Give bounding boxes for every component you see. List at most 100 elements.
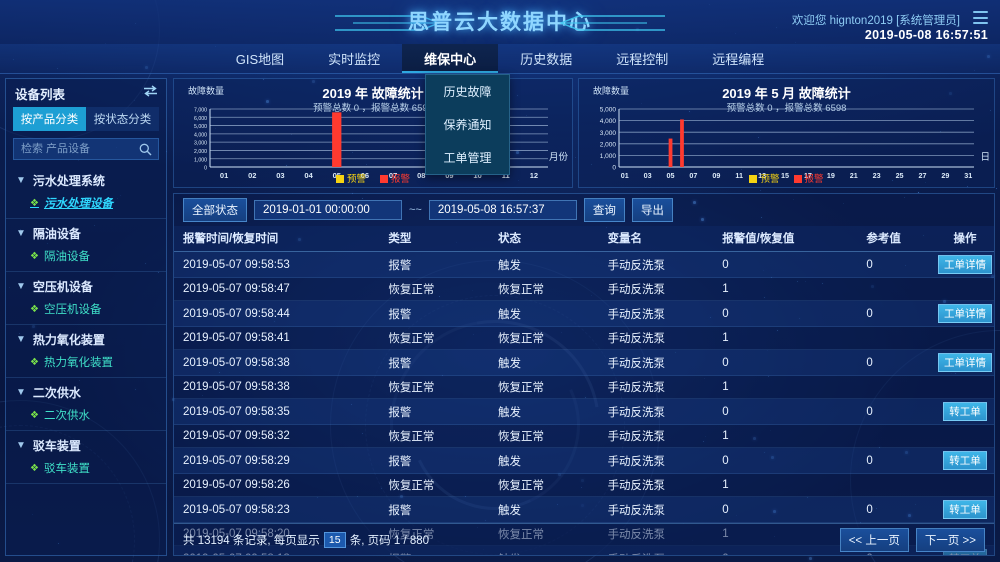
tree-parent-label: 驳车装置 [32,439,81,453]
chevron-down-icon: ▼ [16,333,26,345]
tree-child-4[interactable]: ❖ 二次供水 [6,405,166,430]
table-header-0: 报警时间/恢复时间 [174,226,389,252]
table-header-2: 状态 [497,226,608,252]
alarm-value: 0 [722,398,867,425]
table-header-row: 报警时间/恢复时间 类型 状态 变量名 报警值/恢复值 参考值 操作 [174,226,994,252]
row-action-cell [935,277,994,301]
app-header: 思普云大数据中心 欢迎您 hignton2019 [系统管理员] 2019-05… [0,0,1000,44]
create-work-order-button[interactable]: 转工单 [943,402,987,421]
dropdown-item-2[interactable]: 工单管理 [443,151,492,165]
alarm-type: 恢复正常 [388,375,498,399]
alarm-status: 触发 [497,251,608,278]
work-order-detail-button[interactable]: 工单详情 [937,353,992,372]
status-filter-button[interactable]: 全部状态 [183,198,247,222]
table-row[interactable]: 2019-05-07 09:58:29 报警 触发 手动反洗泵 0 0 转工单 [174,447,994,474]
sidebar-tabs: 按产品分类 按状态分类 [13,107,159,131]
tree-parent-0[interactable]: ▼ 污水处理系统 [6,166,166,193]
svg-text:11: 11 [502,171,510,180]
create-work-order-button[interactable]: 转工单 [943,451,987,470]
svg-text:08: 08 [417,171,425,180]
export-button[interactable]: 导出 [631,198,673,222]
table-row[interactable]: 2019-05-07 09:58:32 恢复正常 恢复正常 手动反洗泵 1 [174,424,994,448]
nav-item-0[interactable]: GIS地图 [235,52,285,67]
svg-text:1,000: 1,000 [600,153,617,160]
alarm-value: 0 [722,251,867,278]
query-button[interactable]: 查询 [583,198,625,222]
tree-group: ▼ 二次供水 ❖ 二次供水 [6,378,166,431]
header-left-decoration [335,14,455,32]
page-size-input[interactable]: 15 [323,531,346,548]
swap-arrows-icon[interactable] [143,85,158,100]
search-icon[interactable] [139,143,152,161]
table-row[interactable]: 2019-05-07 09:58:35 报警 触发 手动反洗泵 0 0 转工单 [174,398,994,425]
tree-child-5[interactable]: ❖ 驳车装置 [6,458,166,483]
table-row[interactable]: 2019-05-07 09:58:38 恢复正常 恢复正常 手动反洗泵 1 [174,375,994,399]
table-row[interactable]: 2019-05-07 09:58:47 恢复正常 恢复正常 手动反洗泵 1 [174,277,994,301]
svg-text:2,000: 2,000 [600,141,617,148]
maintenance-dropdown-menu[interactable]: 历史故障保养通知工单管理 [425,74,510,175]
date-from-input[interactable]: 2019-01-01 00:00:00 [254,200,402,220]
nav-item-1[interactable]: 实时监控 [328,52,381,67]
table-row[interactable]: 2019-05-07 09:58:26 恢复正常 恢复正常 手动反洗泵 1 [174,473,994,497]
alarm-type: 报警 [388,300,498,327]
work-order-detail-button[interactable]: 工单详情 [937,304,992,323]
reference-value [866,326,936,350]
alarm-value: 0 [722,349,867,376]
chevron-down-icon: ▼ [16,386,26,398]
tree-parent-3[interactable]: ▼ 热力氧化装置 [6,325,166,352]
dropdown-item-0[interactable]: 历史故障 [443,85,492,99]
leaf-icon: ❖ [30,303,39,315]
tree-child-2[interactable]: ❖ 空压机设备 [6,299,166,324]
alarm-value: 0 [722,496,867,523]
nav-item-4[interactable]: 远程控制 [616,52,669,67]
date-to-input[interactable]: 2019-05-08 16:57:37 [428,200,577,220]
tree-parent-4[interactable]: ▼ 二次供水 [6,378,166,405]
create-work-order-button[interactable]: 转工单 [943,500,987,519]
sidebar-tab-0[interactable]: 按产品分类 [13,107,86,131]
variable-name: 手动反洗泵 [607,277,723,301]
table-row[interactable]: 2019-05-07 09:58:38 报警 触发 手动反洗泵 0 0 工单详情 [174,349,994,376]
nav-item-5[interactable]: 远程编程 [712,52,765,67]
table-row[interactable]: 2019-05-07 09:58:44 报警 触发 手动反洗泵 0 0 工单详情 [174,300,994,327]
nav-item-2[interactable]: 维保中心 [402,44,499,73]
alarm-status: 恢复正常 [497,473,608,497]
next-page-button[interactable]: 下一页 >> [915,527,985,552]
row-action-cell: 转工单 [935,496,994,523]
svg-text:2,000: 2,000 [194,149,207,155]
sidebar-tab-1[interactable]: 按状态分类 [86,107,159,131]
nav-item-3[interactable]: 历史数据 [520,52,573,67]
prev-page-button[interactable]: << 上一页 [839,527,909,552]
svg-text:0: 0 [204,166,207,172]
alarm-time: 2019-05-07 09:58:44 [174,300,389,327]
svg-text:1,000: 1,000 [194,157,207,163]
sidebar-title: 设备列表 [15,88,66,102]
table-row[interactable]: 2019-05-07 09:58:53 报警 触发 手动反洗泵 0 0 工单详情 [174,251,994,278]
hamburger-menu-icon[interactable] [973,11,988,24]
table-header-3: 变量名 [607,226,723,252]
svg-text:09: 09 [712,171,720,180]
svg-text:03: 03 [644,171,652,180]
tree-child-0[interactable]: ❖ 污水处理设备 [6,193,166,218]
svg-text:17: 17 [804,171,812,180]
alarm-table-wrapper: 报警时间/恢复时间 类型 状态 变量名 报警值/恢复值 参考值 操作 2019-05-07 … [174,226,994,555]
tree-child-3[interactable]: ❖ 热力氧化装置 [6,352,166,377]
tree-parent-1[interactable]: ▼ 隔油设备 [6,219,166,246]
tree-parent-label: 二次供水 [32,386,81,400]
svg-text:09: 09 [445,171,453,180]
sidebar-header: 设备列表 [6,79,166,105]
tree-parent-5[interactable]: ▼ 驳车装置 [6,431,166,458]
alarm-type: 恢复正常 [388,473,498,497]
device-search-box[interactable] [13,138,159,160]
tree-parent-2[interactable]: ▼ 空压机设备 [6,272,166,299]
table-row[interactable]: 2019-05-07 09:58:23 报警 触发 手动反洗泵 0 0 转工单 [174,496,994,523]
tree-child-1[interactable]: ❖ 隔油设备 [6,246,166,271]
svg-text:12: 12 [530,171,538,180]
tree-child-label: 空压机设备 [43,304,102,316]
tree-group: ▼ 热力氧化装置 ❖ 热力氧化装置 [6,325,166,378]
dropdown-item-1[interactable]: 保养通知 [443,118,492,132]
search-input[interactable] [14,139,158,159]
table-row[interactable]: 2019-05-07 09:58:41 恢复正常 恢复正常 手动反洗泵 1 [174,326,994,350]
work-order-detail-button[interactable]: 工单详情 [937,255,992,274]
